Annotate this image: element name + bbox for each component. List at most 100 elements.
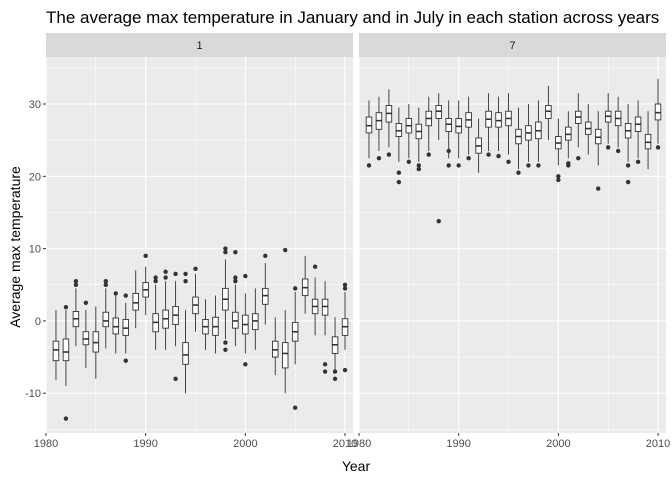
x-tick-label: 2000 (546, 438, 570, 450)
outlier-point (396, 170, 402, 175)
outlier-point (496, 153, 501, 159)
outlier-point (123, 293, 128, 298)
outlier-point (416, 163, 422, 168)
box-1-2009 (331, 317, 339, 381)
box-7-1993 (485, 93, 492, 157)
box-1-1996 (202, 299, 209, 350)
x-tick-label: 1990 (446, 438, 470, 450)
outlier-point (526, 163, 531, 168)
x-tick-label: 2010 (333, 438, 357, 450)
outlier-point (635, 159, 641, 165)
box-7-2001 (565, 111, 572, 168)
outlier-point (243, 273, 248, 279)
outlier-point (233, 278, 238, 284)
box-7-2000 (555, 118, 562, 183)
box-1-2010 (341, 282, 349, 373)
x-tick-label: 1990 (133, 438, 157, 450)
box-7-2009 (644, 111, 652, 170)
outlier-point (536, 163, 541, 168)
outlier-point (183, 271, 188, 277)
box-1-2002 (262, 253, 269, 325)
box-1-2004 (281, 247, 289, 394)
outlier-point (446, 163, 451, 168)
box-1-2005 (291, 286, 299, 410)
outlier-point (556, 177, 561, 183)
box-iqr (102, 311, 110, 328)
outlier-point (436, 218, 441, 224)
facet-strip-label: 7 (509, 40, 515, 52)
outlier-point (396, 179, 402, 185)
outlier-point (456, 163, 461, 168)
box-7-1994 (495, 96, 502, 159)
outlier-point (223, 246, 228, 251)
box-1-1984 (82, 300, 90, 368)
box-iqr (62, 338, 70, 362)
box-iqr (132, 292, 139, 311)
box-1-1989 (132, 270, 139, 329)
box-7-1983 (385, 89, 393, 157)
outlier-point (233, 250, 238, 255)
outlier-point (486, 152, 491, 157)
box-1-1998 (222, 246, 229, 353)
box-7-1990 (455, 100, 462, 168)
outlier-point (466, 156, 471, 161)
box-7-1998 (535, 100, 542, 168)
box-1-2008 (321, 281, 329, 374)
outlier-point (83, 300, 89, 306)
outlier-point (332, 369, 338, 374)
box-1-1993 (172, 271, 179, 381)
box-7-1982 (375, 96, 383, 161)
outlier-point (342, 282, 348, 287)
outlier-point (416, 166, 422, 172)
outlier-point (143, 253, 148, 259)
outlier-point (342, 367, 348, 373)
outlier-point (163, 269, 168, 274)
y-tick-label: 30 (29, 99, 41, 111)
box-1-2001 (252, 288, 259, 350)
outlier-point (605, 145, 611, 150)
box-1-2007 (311, 264, 319, 336)
outlier-point (342, 286, 348, 291)
outlier-point (193, 266, 198, 272)
box-7-2007 (624, 104, 632, 185)
box-1-1985 (92, 306, 100, 379)
box-7-1984 (395, 107, 403, 185)
box-1-1983 (72, 278, 80, 347)
box-7-2002 (575, 93, 582, 161)
box-1-1986 (102, 278, 110, 349)
panel-background (46, 57, 353, 433)
y-tick-label: 20 (29, 171, 41, 183)
facet-strip (359, 33, 666, 57)
outlier-point (322, 362, 328, 367)
box-1-1997 (212, 295, 219, 354)
outlier-point (103, 278, 109, 284)
outlier-point (243, 362, 248, 367)
outlier-point (386, 152, 392, 157)
outlier-point (556, 174, 561, 179)
outlier-point (73, 278, 79, 284)
outlier-point (223, 340, 228, 345)
outlier-point (183, 278, 188, 284)
outlier-point (113, 291, 118, 296)
outlier-point (103, 282, 109, 287)
box-1-1981 (52, 310, 60, 381)
box-7-1996 (515, 107, 522, 175)
x-axis-title: Year (342, 458, 371, 474)
outlier-point (312, 264, 318, 269)
outlier-point (406, 159, 412, 165)
box-1-1992 (162, 269, 169, 350)
outlier-point (123, 358, 128, 363)
box-7-2003 (585, 104, 592, 155)
box-7-2005 (604, 93, 612, 150)
outlier-point (223, 250, 228, 255)
box-7-1981 (365, 100, 373, 168)
box-7-1995 (505, 93, 512, 165)
box-1-1987 (112, 291, 120, 354)
box-iqr (182, 342, 189, 365)
box-7-2010 (654, 78, 662, 150)
outlier-point (223, 347, 228, 353)
facet-strip-label: 1 (196, 40, 202, 52)
outlier-point (263, 253, 268, 259)
outlier-point (153, 275, 158, 280)
